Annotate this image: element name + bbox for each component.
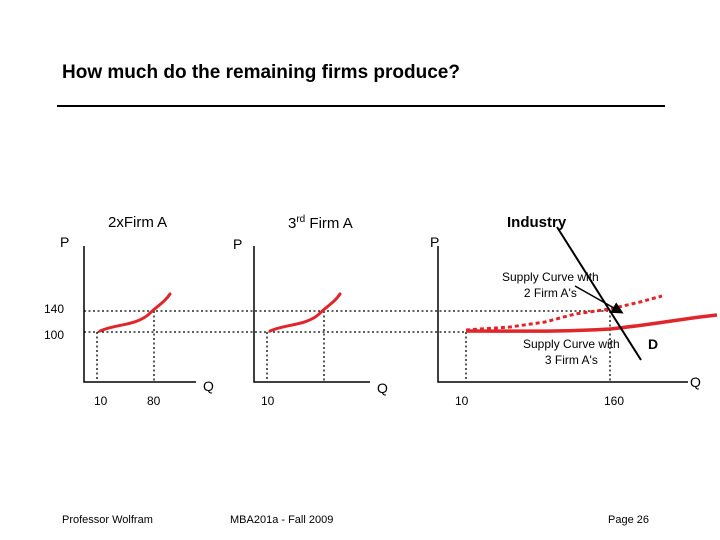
firm3-x-axis-label: Q	[377, 380, 388, 396]
firm3-title: 3rd Firm A	[288, 214, 353, 232]
page-title: How much do the remaining firms produce?	[62, 62, 460, 83]
industry-q-tick-10: 10	[455, 394, 469, 408]
industry-supply-two-firms	[465, 294, 663, 332]
demand-curve	[556, 226, 642, 361]
price-label-100: 100	[44, 328, 65, 342]
industry-y-axis-label: P	[430, 234, 440, 250]
industry-supply-three-firms	[465, 313, 718, 333]
price-label-140: 140	[44, 302, 65, 316]
footer-left: Professor Wolfram	[62, 514, 153, 526]
industry-x-axis-label: Q	[690, 374, 701, 390]
firm2-q-tick-80: 80	[147, 394, 161, 408]
industry-axes	[437, 246, 688, 383]
firm3-y-axis-label: P	[233, 236, 243, 252]
firm3-axes	[253, 246, 370, 383]
firm2-axes	[83, 246, 196, 383]
firm2-title: 2xFirm A	[108, 214, 168, 231]
footer-right: Page 26	[608, 514, 649, 526]
firm2-q-tick-10: 10	[94, 394, 108, 408]
firm2-supply-curve	[98, 292, 172, 333]
firm2-y-axis-label: P	[60, 234, 70, 250]
firm2-x-axis-label: Q	[203, 378, 214, 394]
arrow-to-two-firm-curve	[574, 285, 624, 314]
demand-label: D	[648, 336, 659, 352]
firm3-supply-curve	[268, 292, 342, 333]
title-divider	[57, 105, 665, 107]
footer-center: MBA201a - Fall 2009	[230, 514, 334, 526]
supply-two-firms-label: Supply Curve with 2 Firm A's	[502, 270, 599, 300]
firm3-q-tick-10: 10	[261, 394, 275, 408]
industry-title: Industry	[507, 214, 567, 231]
supply-three-firms-label: Supply Curve with 3 Firm A's	[523, 337, 620, 367]
industry-q-tick-160: 160	[604, 394, 625, 408]
